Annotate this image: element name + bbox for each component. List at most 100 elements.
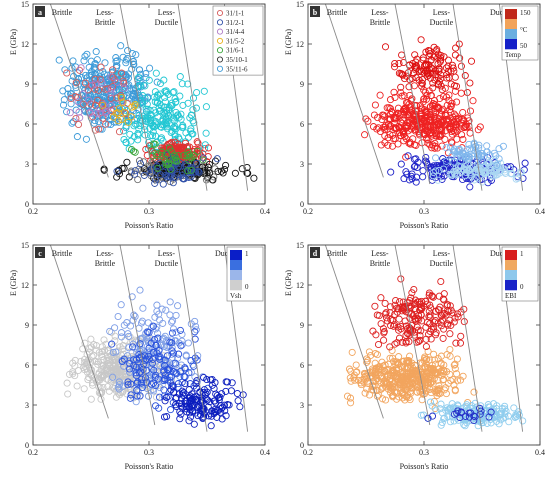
data-point: [127, 113, 135, 121]
data-point: [403, 170, 411, 178]
data-point: [490, 149, 498, 157]
data-point: [92, 48, 100, 56]
data-point: [383, 104, 391, 112]
data-point: [126, 322, 135, 330]
data-point: [80, 57, 88, 65]
data-point: [430, 397, 438, 406]
data-point: [432, 71, 440, 79]
x-tick-label: 0.2: [28, 207, 38, 216]
data-point: [135, 66, 143, 74]
data-point: [113, 167, 121, 175]
colorbar-min-label: 0: [245, 283, 249, 291]
data-point: [450, 318, 458, 326]
data-point: [398, 389, 406, 397]
data-point: [141, 82, 149, 90]
data-point: [168, 329, 176, 337]
data-point: [350, 371, 358, 379]
data-point: [123, 99, 131, 107]
data-point: [81, 71, 90, 79]
data-point: [192, 322, 200, 330]
data-point: [100, 336, 108, 344]
data-point: [136, 392, 144, 400]
data-point: [466, 183, 474, 191]
data-point: [487, 408, 495, 416]
data-point: [142, 70, 150, 78]
data-point: [446, 330, 454, 338]
data-point: [421, 120, 429, 128]
data-point: [176, 92, 184, 100]
colorbar-segment: [505, 9, 517, 20]
data-point: [125, 373, 133, 382]
data-point: [512, 175, 520, 183]
data-point: [169, 179, 177, 187]
data-point: [129, 58, 137, 66]
panel-letter: b: [313, 8, 318, 17]
data-point: [167, 406, 175, 414]
data-point: [374, 340, 383, 349]
data-point: [422, 127, 430, 135]
data-point: [482, 412, 490, 421]
data-point: [113, 86, 121, 94]
data-point: [458, 131, 466, 139]
data-point: [386, 130, 394, 139]
data-point: [422, 342, 430, 351]
data-point: [403, 359, 411, 367]
panel-letter: d: [313, 249, 318, 258]
data-point: [466, 79, 474, 87]
data-point: [389, 131, 397, 139]
data-point: [456, 157, 464, 165]
data-point: [429, 84, 437, 92]
data-point: [391, 301, 399, 309]
data-point: [161, 332, 169, 340]
data-point: [143, 335, 151, 343]
x-axis-label: Poisson's Ratio: [400, 462, 449, 471]
data-point: [419, 173, 427, 181]
data-point: [372, 331, 380, 339]
data-point: [127, 137, 135, 145]
data-point: [386, 104, 395, 113]
data-point: [169, 349, 178, 357]
data-point: [157, 135, 165, 143]
data-point: [424, 363, 432, 371]
data-point: [448, 152, 456, 160]
data-point: [414, 158, 422, 166]
data-point: [165, 172, 173, 180]
data-point: [172, 98, 180, 106]
data-point: [225, 401, 233, 409]
data-point: [208, 375, 216, 384]
data-point: [204, 144, 213, 152]
data-point: [124, 118, 132, 126]
data-point: [69, 368, 77, 376]
data-point: [387, 168, 395, 176]
data-point: [432, 331, 440, 339]
data-point: [152, 393, 161, 401]
data-point: [154, 329, 162, 337]
data-point: [186, 406, 194, 414]
panel-letter-badge: [310, 247, 320, 258]
data-point: [381, 43, 390, 51]
data-point: [123, 158, 131, 166]
data-point: [168, 127, 176, 135]
data-point: [436, 126, 444, 134]
data-point: [185, 386, 193, 394]
data-point: [521, 159, 529, 167]
data-point: [401, 302, 409, 311]
data-point: [201, 145, 209, 153]
data-point: [345, 365, 354, 373]
y-tick-label: 3: [25, 401, 29, 410]
data-point: [411, 315, 419, 323]
legend-marker: [216, 9, 224, 17]
data-point: [210, 410, 218, 418]
data-point: [376, 91, 384, 99]
data-point: [77, 99, 85, 107]
panel-letter: c: [38, 249, 42, 258]
data-point: [167, 147, 175, 155]
data-point: [390, 113, 398, 122]
data-point: [380, 328, 388, 336]
data-point: [113, 57, 121, 65]
x-axis-label: Poisson's Ratio: [400, 221, 449, 230]
data-point: [79, 363, 87, 372]
data-point: [203, 388, 211, 396]
data-point: [401, 75, 409, 83]
data-point: [420, 106, 428, 114]
